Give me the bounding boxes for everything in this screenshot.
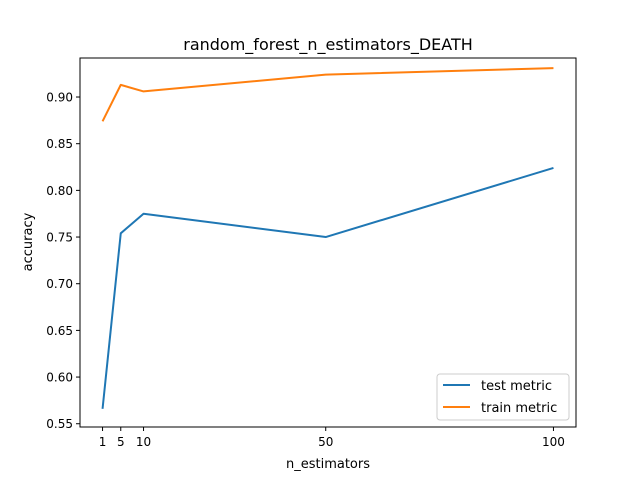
y-tick-label: 0.90 — [46, 91, 73, 105]
x-tick-label: 100 — [542, 435, 565, 449]
x-tick-label: 50 — [318, 435, 333, 449]
y-tick-label: 0.65 — [46, 324, 73, 338]
x-tick-label: 5 — [117, 435, 125, 449]
y-axis-label: accuracy — [21, 212, 36, 271]
y-tick-label: 0.85 — [46, 137, 73, 151]
legend-label-train-metric: train metric — [481, 401, 557, 416]
x-tick-label: 10 — [136, 435, 151, 449]
x-axis: 1 5 10 50 100 — [99, 427, 565, 449]
plot-area — [79, 57, 577, 428]
legend-label-test-metric: test metric — [481, 379, 552, 394]
legend: test metric train metric — [436, 373, 570, 421]
y-tick-label: 0.75 — [46, 231, 73, 245]
y-tick-label: 0.80 — [46, 184, 73, 198]
series-layer — [101, 67, 554, 409]
y-tick-label: 0.60 — [46, 371, 73, 385]
y-axis: 0.55 0.60 0.65 0.70 0.75 0.80 0.85 0.90 — [46, 91, 80, 431]
plot-frame — [79, 57, 577, 428]
x-tick-label: 1 — [99, 435, 107, 449]
y-tick-label: 0.70 — [46, 277, 73, 291]
series-line-train-metric — [101, 67, 554, 122]
y-tick-label: 0.55 — [46, 417, 73, 431]
chart-title: random_forest_n_estimators_DEATH — [183, 35, 473, 55]
series-line-test-metric — [101, 167, 554, 409]
x-axis-label: n_estimators — [286, 457, 370, 472]
